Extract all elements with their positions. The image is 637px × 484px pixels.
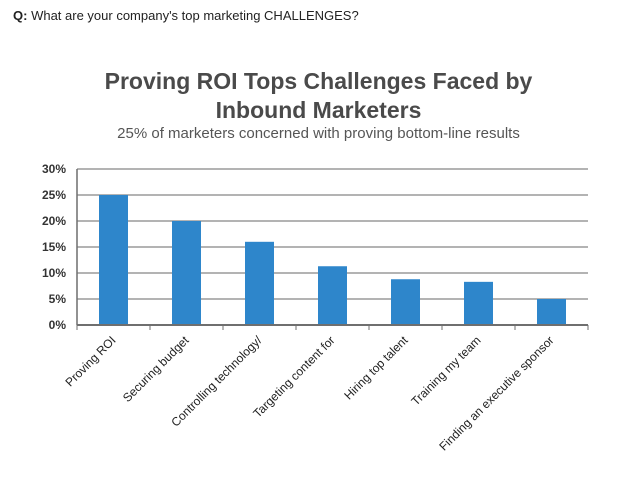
category-label: Training my team [408, 333, 483, 408]
bar [172, 221, 201, 325]
bar [391, 279, 420, 325]
y-tick-label: 5% [49, 292, 67, 306]
bar [99, 195, 128, 325]
chart-title-line-1: Proving ROI Tops Challenges Faced by [104, 68, 533, 94]
category-label: Targeting content for [250, 333, 337, 420]
survey-question: Q: What are your company's top marketing… [13, 8, 359, 23]
bar [245, 241, 274, 325]
y-tick-label: 25% [42, 188, 66, 202]
axes [76, 169, 588, 326]
y-tick-label: 30% [42, 162, 66, 176]
y-tick-label: 10% [42, 266, 66, 280]
x-ticks [76, 325, 589, 330]
bar [464, 281, 493, 325]
question-text: What are your company's top marketing CH… [27, 8, 359, 23]
category-label: Hiring top talent [341, 333, 411, 403]
y-tick-label: 0% [49, 318, 67, 332]
category-label: Proving ROI [63, 333, 119, 389]
y-tick-labels: 0% 5% 10% 15% 20% 25% 30% [42, 162, 66, 332]
chart-title-line-2: Inbound Marketers [215, 97, 422, 123]
y-tick-label: 20% [42, 214, 66, 228]
chart-subtitle: 25% of marketers concerned with proving … [117, 125, 520, 142]
question-prefix: Q: [13, 8, 28, 23]
chart-title: Proving ROI Tops Challenges Faced by Inb… [0, 67, 637, 125]
bar [537, 299, 566, 325]
category-label: Securing budget [120, 333, 192, 405]
y-tick-label: 15% [42, 240, 66, 254]
bar [318, 266, 347, 325]
bars [99, 195, 566, 325]
